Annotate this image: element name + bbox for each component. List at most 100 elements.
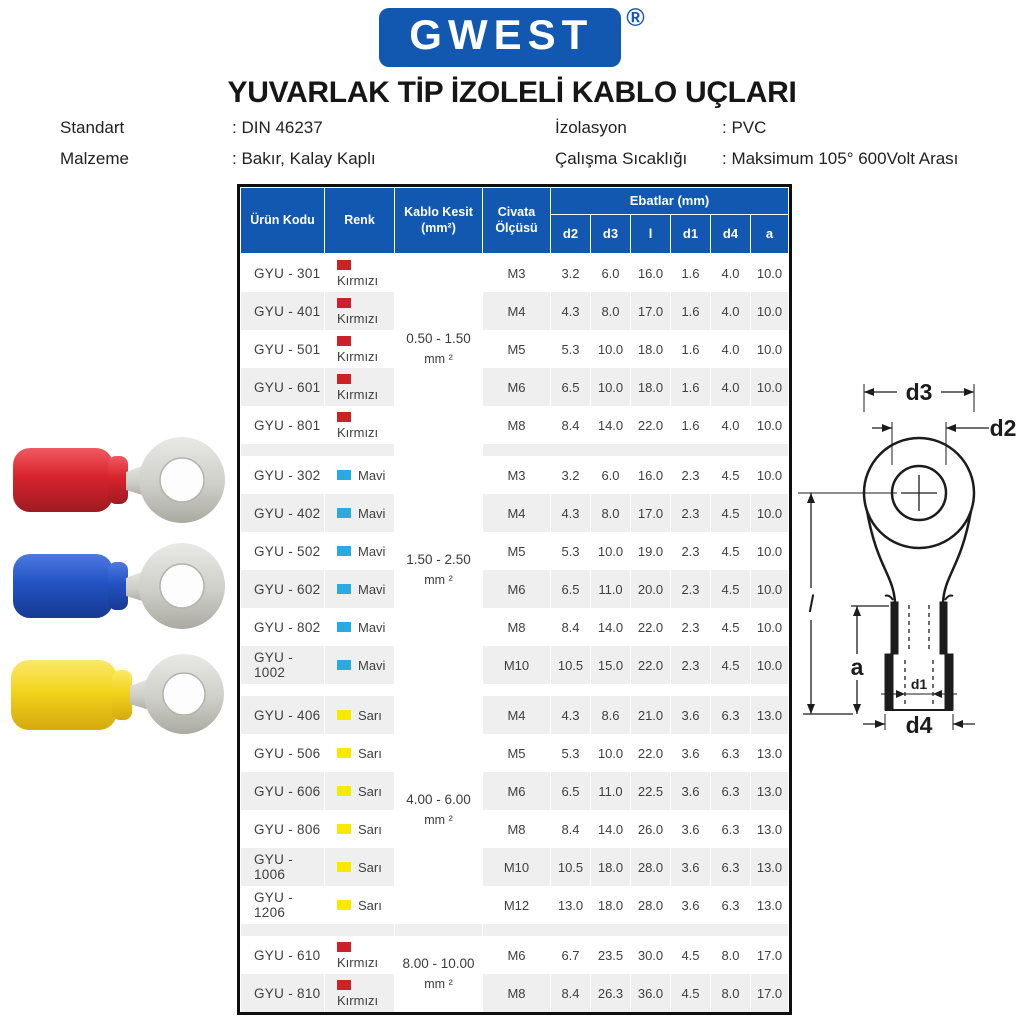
table-row: GYU - 802 Mavi M8 8.4 14.0 22.0 2.3 4.5 10.0 — [240, 608, 789, 646]
color-name: Mavi — [358, 657, 386, 673]
table-row: GYU - 502 Mavi M5 5.3 10.0 19.0 2.3 4.5 10.0 — [240, 532, 789, 570]
cell-dim-d4: 4.5 — [710, 608, 751, 646]
cell-color: Mavi — [324, 494, 395, 532]
color-name: Sarı — [358, 745, 382, 761]
cell-product-code: GYU - 506 — [240, 734, 325, 772]
cell-dim-l: 28.0 — [630, 848, 671, 886]
col-header-civata: Civata Ölçüsü — [482, 187, 551, 254]
kesit-range: 0.50 - 1.50 — [406, 330, 471, 346]
cell-dim-a: 13.0 — [750, 848, 789, 886]
color-name: Sarı — [358, 783, 382, 799]
cell-cable-cross-section: 4.00 - 6.00 mm ² — [394, 696, 483, 924]
color-swatch-icon — [337, 583, 351, 594]
cell-product-code: GYU - 501 — [240, 330, 325, 368]
cell-dim-d1: 1.6 — [670, 330, 711, 368]
cell-dim-d3: 8.6 — [590, 696, 631, 734]
cell-dim-d3: 18.0 — [590, 886, 631, 924]
table-row: GYU - 506 Sarı M5 5.3 10.0 22.0 3.6 6.3 13.0 — [240, 734, 789, 772]
table-row: GYU - 301 Kırmızı 0.50 - 1.50 mm ² M3 3.2 6.0 1… — [240, 253, 789, 444]
cell-product-code: GYU - 1002 — [240, 646, 325, 684]
cell-product-code: GYU - 1206 — [240, 886, 325, 924]
spec-value-standart: : DIN 46237 — [232, 118, 323, 137]
cell-dim-a: 13.0 — [750, 772, 789, 810]
color-swatch-icon — [337, 545, 351, 556]
table-row: GYU - 406 Sarı 4.00 - 6.00 mm ² M4 4.3 8.6 21.0… — [240, 696, 789, 924]
table-row: GYU - 1206 Sarı M12 13.0 18.0 28.0 3.6 6.3 13.0 — [240, 886, 789, 924]
red-ring-terminal-photo — [13, 437, 225, 523]
color-name: Kırmızı — [337, 349, 379, 364]
cell-dim-a: 10.0 — [750, 456, 789, 494]
cell-bolt-size: M12 — [482, 886, 551, 924]
cell-dim-d4: 8.0 — [710, 974, 751, 1012]
cell-dim-d1: 2.3 — [670, 646, 711, 684]
cell-bolt-size: M5 — [482, 330, 551, 368]
color-swatch-icon — [337, 659, 351, 670]
cell-dim-a: 13.0 — [750, 886, 789, 924]
separator-cell — [240, 684, 395, 696]
cell-product-code: GYU - 810 — [240, 974, 325, 1012]
cell-product-code: GYU - 301 — [240, 253, 325, 292]
color-swatch-icon — [337, 298, 351, 308]
spec-label-calisma-sicakligi: Çalışma Sıcaklığı — [555, 149, 688, 168]
cell-dim-d1: 2.3 — [670, 456, 711, 494]
dim-label-d1: d1 — [911, 676, 928, 692]
cell-dim-d2: 13.0 — [550, 886, 591, 924]
dimension-diagram: d3 d2 l a d1 d4 — [798, 379, 1016, 737]
cell-dim-d2: 3.2 — [550, 253, 591, 292]
dim-label-l: l — [808, 591, 814, 618]
cell-dim-l: 22.0 — [630, 734, 671, 772]
page-title: YUVARLAK TİP İZOLELİ KABLO UÇLARI — [227, 76, 797, 109]
cell-dim-l: 36.0 — [630, 974, 671, 1012]
cell-dim-d1: 2.3 — [670, 570, 711, 608]
cell-dim-l: 22.0 — [630, 406, 671, 444]
cell-bolt-size: M4 — [482, 494, 551, 532]
cell-bolt-size: M8 — [482, 974, 551, 1012]
kesit-range: 8.00 - 10.00 — [402, 955, 475, 971]
color-swatch-icon — [337, 412, 351, 422]
cell-dim-l: 19.0 — [630, 532, 671, 570]
cell-color: Kırmızı — [324, 406, 395, 444]
cell-dim-l: 22.0 — [630, 608, 671, 646]
color-name: Kırmızı — [337, 955, 379, 970]
color-name: Sarı — [358, 859, 382, 875]
color-swatch-icon — [337, 861, 351, 872]
cell-dim-d2: 8.4 — [550, 406, 591, 444]
cell-color: Sarı — [324, 848, 395, 886]
cell-dim-d3: 8.0 — [590, 494, 631, 532]
table-row: GYU - 401 Kırmızı M4 4.3 8.0 17.0 1.6 4.0 10.0 — [240, 292, 789, 330]
cell-dim-a: 10.0 — [750, 570, 789, 608]
cell-dim-d1: 4.5 — [670, 974, 711, 1012]
cell-dim-d1: 3.6 — [670, 810, 711, 848]
cell-dim-d4: 4.5 — [710, 494, 751, 532]
separator-cell — [482, 684, 789, 696]
cell-dim-d2: 5.3 — [550, 532, 591, 570]
group-separator-row — [240, 684, 789, 696]
cell-dim-d3: 14.0 — [590, 810, 631, 848]
cell-dim-d2: 6.5 — [550, 570, 591, 608]
table-row: GYU - 806 Sarı M8 8.4 14.0 26.0 3.6 6.3 13.0 — [240, 810, 789, 848]
color-swatch-icon — [337, 785, 351, 796]
cell-dim-d1: 1.6 — [670, 292, 711, 330]
col-header-renk: Renk — [324, 187, 395, 254]
cell-bolt-size: M6 — [482, 368, 551, 406]
cell-dim-a: 10.0 — [750, 253, 789, 292]
cell-dim-d2: 6.7 — [550, 936, 591, 974]
cell-dim-a: 17.0 — [750, 936, 789, 974]
group-separator-row — [240, 444, 789, 456]
cell-bolt-size: M8 — [482, 406, 551, 444]
color-swatch-icon — [337, 942, 351, 952]
cell-color: Kırmızı — [324, 974, 395, 1012]
color-swatch-icon — [337, 709, 351, 720]
dim-label-d4: d4 — [906, 712, 933, 737]
cell-dim-a: 13.0 — [750, 810, 789, 848]
cell-dim-d1: 2.3 — [670, 532, 711, 570]
spec-table-body: GYU - 301 Kırmızı 0.50 - 1.50 mm ² M3 3.2 6.0 1… — [240, 253, 789, 1012]
col-header-d1: d1 — [670, 214, 711, 254]
cell-dim-d3: 14.0 — [590, 406, 631, 444]
cell-dim-d2: 3.2 — [550, 456, 591, 494]
color-swatch-icon — [337, 507, 351, 518]
cell-dim-d3: 6.0 — [590, 456, 631, 494]
col-header-d3: d3 — [590, 214, 631, 254]
cell-dim-d3: 10.0 — [590, 330, 631, 368]
spec-row-1: Standart : DIN 46237 İzolasyon : PVC — [0, 118, 1024, 142]
